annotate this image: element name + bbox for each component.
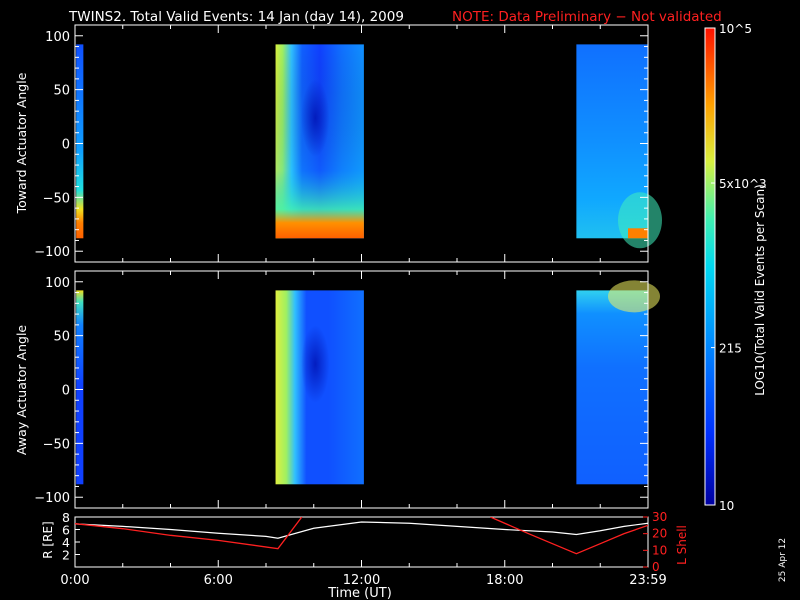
colorbar: 10 215 5x10^3 10^5 (704, 22, 767, 513)
orbit-xtick-label: 6:00 (204, 573, 233, 588)
orbit-right-ylabel: L Shell (675, 525, 689, 565)
orbit-right-ytick-label: 10 (652, 543, 667, 557)
away-data-block (576, 290, 648, 485)
colorbar-tick-label: 10^5 (719, 22, 752, 36)
orbit-xtick-label: 18:00 (486, 573, 523, 588)
away-data-block (76, 290, 84, 485)
orbit-xtick-label: 23:59 (629, 573, 666, 588)
toward-ytick-label: 0 (62, 138, 70, 153)
toward-corner-peak (628, 228, 648, 239)
away-ytick-label: 50 (53, 330, 70, 345)
toward-panel: 100 50 0 −50 −100 (34, 24, 662, 263)
orbit-xtick-label: 0:00 (60, 573, 89, 588)
away-ylabel: Away Actuator Angle (14, 325, 29, 456)
away-ytick-label: −50 (43, 437, 70, 452)
toward-ytick-label: 50 (53, 84, 70, 99)
orbit-lines (75, 517, 648, 555)
colorbar-tick-label: 5x10^3 (719, 177, 767, 191)
l-shell-line (490, 517, 648, 555)
l-shell-line (75, 517, 303, 550)
orbit-left-ytick-label: 6 (62, 523, 70, 538)
orbit-xlabel: Time (UT) (327, 586, 392, 600)
colorbar-tick-label: 215 (719, 342, 742, 356)
toward-ylabel: Toward Actuator Angle (14, 72, 29, 214)
toward-ytick-label: −50 (43, 191, 70, 206)
orbit-right-ytick-label: 0 (652, 560, 660, 574)
toward-low-region (301, 79, 330, 157)
colorbar-tick-label: 10 (719, 499, 734, 513)
date-stamp: 25 Apr 12 (778, 538, 788, 582)
orbit-left-ylabel: R [RE] (41, 521, 55, 558)
away-ytick-label: 100 (45, 276, 70, 291)
away-low-region (301, 325, 330, 403)
colorbar-scale (704, 27, 716, 506)
away-corner-high (608, 280, 660, 313)
toward-corner-high (618, 192, 662, 249)
orbit-right-ytick-label: 20 (652, 527, 667, 541)
chart-title: TWINS2. Total Valid Events: 14 Jan (day … (68, 9, 404, 25)
orbit-xtick-label: 12:00 (343, 573, 380, 588)
r-distance-line (75, 521, 648, 539)
toward-data-block (76, 44, 84, 239)
orbit-right-ytick-label: 30 (652, 510, 667, 524)
away-ytick-label: −100 (34, 491, 70, 506)
away-ytick-label: 0 (62, 384, 70, 399)
colorbar-label: LOG10(Total Valid Events per Scan) (753, 184, 767, 396)
toward-ytick-label: 100 (45, 30, 70, 45)
orbit-left-ytick-label: 2 (62, 548, 70, 563)
toward-ytick-label: −100 (34, 245, 70, 260)
orbit-left-ytick-label: 8 (62, 510, 70, 525)
preliminary-note: NOTE: Data Preliminary − Not validated (452, 9, 722, 25)
orbit-frame (74, 516, 649, 568)
away-panel: 100 50 0 −50 −100 (34, 270, 660, 509)
orbit-left-ytick-label: 4 (62, 535, 70, 550)
